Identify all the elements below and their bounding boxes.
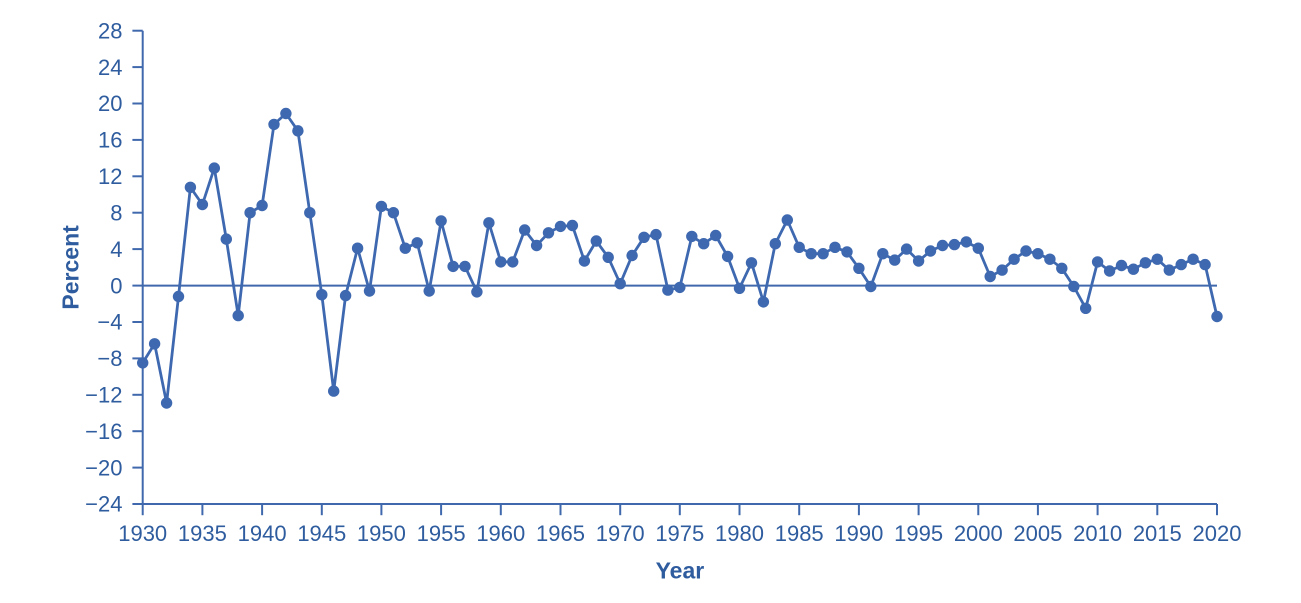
svg-text:1950: 1950	[357, 521, 406, 546]
svg-text:2010: 2010	[1073, 521, 1122, 546]
svg-text:2015: 2015	[1133, 521, 1182, 546]
svg-text:1965: 1965	[536, 521, 585, 546]
svg-text:24: 24	[98, 55, 122, 80]
svg-text:1995: 1995	[894, 521, 943, 546]
svg-text:1990: 1990	[834, 521, 883, 546]
svg-text:−20: −20	[85, 455, 122, 480]
svg-text:−8: −8	[97, 346, 122, 371]
svg-text:1980: 1980	[715, 521, 764, 546]
svg-text:Percent: Percent	[58, 225, 84, 310]
svg-text:−4: −4	[97, 310, 122, 335]
svg-text:1960: 1960	[476, 521, 525, 546]
svg-text:0: 0	[110, 273, 122, 298]
svg-text:8: 8	[110, 200, 122, 225]
svg-text:1955: 1955	[417, 521, 466, 546]
svg-text:Year: Year	[656, 557, 705, 583]
svg-text:−12: −12	[85, 383, 122, 408]
svg-text:1935: 1935	[178, 521, 227, 546]
svg-text:1945: 1945	[297, 521, 346, 546]
svg-text:1970: 1970	[596, 521, 645, 546]
svg-text:12: 12	[98, 164, 122, 189]
svg-text:1985: 1985	[775, 521, 824, 546]
svg-text:−16: −16	[85, 419, 122, 444]
svg-text:28: 28	[98, 18, 122, 43]
svg-text:2020: 2020	[1193, 521, 1242, 546]
svg-text:20: 20	[98, 91, 122, 116]
svg-text:1975: 1975	[655, 521, 704, 546]
svg-text:16: 16	[98, 128, 122, 153]
svg-text:2005: 2005	[1013, 521, 1062, 546]
svg-text:−24: −24	[85, 492, 122, 517]
svg-text:1940: 1940	[238, 521, 287, 546]
svg-text:2000: 2000	[954, 521, 1003, 546]
svg-text:1930: 1930	[118, 521, 167, 546]
svg-text:4: 4	[110, 237, 122, 262]
